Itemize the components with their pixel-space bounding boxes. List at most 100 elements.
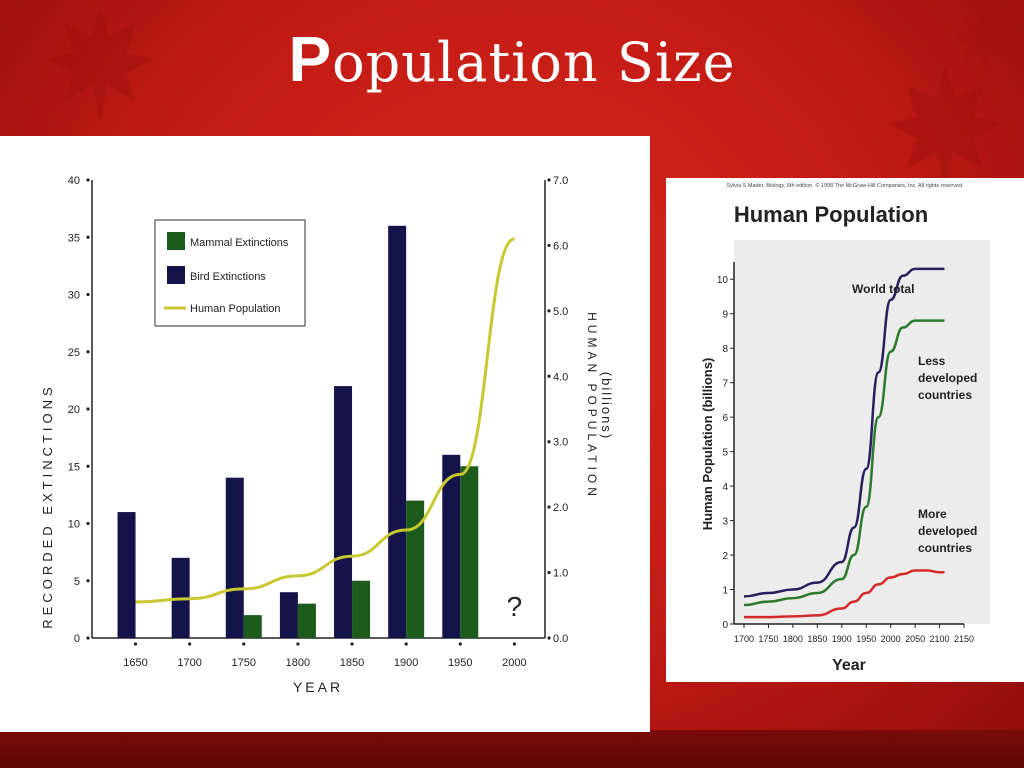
- x-tick-dot: [458, 642, 462, 646]
- series-label-less-developed: Less developed countries: [918, 354, 977, 402]
- y-tick-label: 30: [68, 290, 80, 302]
- bird-extinction-bar: [388, 225, 407, 639]
- y-tick-label: 6: [722, 413, 728, 424]
- right-y-tick-dot: [547, 309, 551, 313]
- right-y-tick-label: 3.0: [553, 437, 568, 449]
- y-tick-label: 0: [74, 633, 80, 645]
- mammal-extinction-bar: [460, 466, 479, 638]
- y-tick-label: 10: [68, 519, 80, 531]
- x-axis-label: YEAR: [293, 679, 343, 695]
- chart-credit: Sylvia S Mader, Biology, 6th edition. © …: [726, 182, 964, 189]
- x-tick-dot: [133, 642, 138, 646]
- right-y-tick-dot: [547, 440, 551, 444]
- less-developed-line1: Less: [918, 354, 946, 368]
- y-tick-label: 5: [722, 448, 728, 459]
- right-y-tick-dot: [547, 570, 551, 575]
- extinctions-chart-panel: 0 5 10 15 20 25 30 35 40 0.0 1.0 2.0 3.0 4.0 5.0 6.0 7.…: [0, 136, 650, 732]
- y-tick-label: 25: [68, 347, 80, 359]
- right-y-tick-label: 4.0: [553, 371, 568, 383]
- right-y-tick-label: 7.0: [553, 175, 568, 187]
- plot-area: [734, 240, 990, 624]
- y-tick-label: 8: [722, 344, 728, 355]
- x-tick-label: 2000: [881, 634, 901, 644]
- more-developed-line2: developed: [918, 524, 977, 538]
- slide-bottom-band: [0, 730, 1024, 768]
- human-population-chart: Sylvia S Mader, Biology, 6th edition. © …: [700, 182, 990, 674]
- x-tick-dot: [296, 642, 300, 646]
- slide-title-initial: P: [288, 23, 333, 95]
- right-y-tick-label: 0.0: [553, 633, 568, 645]
- y-tick-label: 35: [68, 232, 80, 244]
- mammal-extinction-bar: [243, 615, 262, 638]
- x-tick-label: 1900: [394, 657, 418, 669]
- x-tick-label: 1950: [448, 657, 472, 669]
- y-axis-label: RECORDED EXTINCTIONS: [40, 383, 55, 628]
- maple-leaf-icon: [46, 5, 154, 125]
- less-developed-line2: developed: [918, 371, 977, 385]
- x-tick-label: 1850: [807, 634, 827, 644]
- more-developed-line: [744, 569, 945, 619]
- y-tick-dot: [86, 464, 90, 468]
- right-y-tick-dot: [547, 505, 551, 509]
- question-mark: ?: [507, 591, 523, 622]
- x-tick-label: 1650: [123, 657, 147, 669]
- x-tick-dot: [350, 642, 354, 646]
- slide-title: Population Size: [0, 22, 1024, 96]
- x-axis-label: Year: [832, 657, 866, 674]
- mammal-extinction-bar: [406, 500, 425, 638]
- x-tick-label: 1800: [286, 657, 310, 669]
- human-population-line: [135, 237, 515, 604]
- y-tick-dot: [86, 235, 90, 239]
- y-tick-label: 10: [717, 275, 729, 286]
- less-developed-line: [743, 319, 945, 607]
- legend-label-human: Human Population: [190, 303, 281, 315]
- y-tick-label: 0: [722, 620, 728, 631]
- right-y-axis-label: HUMAN POPULATION: [585, 312, 599, 500]
- x-tick-label: 2150: [954, 634, 974, 644]
- y-tick-label: 4: [722, 482, 728, 493]
- y-tick-dot: [86, 350, 90, 354]
- right-y-tick-dot: [547, 178, 551, 182]
- y-tick-label: 20: [68, 404, 80, 416]
- maple-leaf-icon: [887, 66, 1003, 194]
- y-tick-label: 15: [68, 461, 80, 473]
- y-axis-label: Human Population (billions): [700, 358, 715, 531]
- x-tick-label: 1850: [340, 657, 364, 669]
- right-y-tick-dot: [547, 243, 551, 248]
- y-tick-dot: [86, 407, 90, 411]
- more-developed-line3: countries: [918, 541, 972, 555]
- right-y-tick-dot: [547, 636, 551, 640]
- x-tick-label: 1800: [783, 634, 803, 644]
- y-tick-dot: [86, 292, 90, 297]
- y-tick-label: 2: [722, 551, 728, 562]
- bird-extinction-bar: [279, 592, 298, 638]
- y-tick-label: 9: [722, 310, 728, 321]
- y-tick-label: 3: [722, 517, 728, 528]
- y-tick-dot: [86, 521, 90, 526]
- x-tick-label: 1700: [177, 657, 201, 669]
- legend-label-bird: Bird Extinctions: [190, 271, 266, 283]
- maple-leaf-icon: [952, 3, 1018, 77]
- x-tick-label: 1750: [232, 657, 256, 669]
- x-tick-label: 2050: [905, 634, 925, 644]
- x-tick-label: 2000: [502, 657, 526, 669]
- slide-title-rest: opulation Size: [332, 31, 736, 94]
- x-tick-label: 1950: [856, 634, 876, 644]
- right-y-tick-label: 6.0: [553, 240, 568, 252]
- x-tick-label: 1900: [832, 634, 852, 644]
- y-tick-dot: [86, 579, 90, 583]
- x-tick-dot: [512, 642, 517, 646]
- y-tick-label: 1: [722, 586, 728, 597]
- series-label-world-total: World total: [852, 282, 914, 296]
- x-tick-dot: [188, 642, 192, 646]
- y-tick-dot: [86, 178, 90, 182]
- y-tick-label: 5: [74, 576, 80, 588]
- bird-extinction-bar: [442, 454, 461, 638]
- less-developed-line3: countries: [918, 388, 972, 402]
- legend: Mammal Extinctions Bird Extinctions Huma…: [154, 219, 306, 327]
- x-tick-label: 1750: [758, 634, 778, 644]
- mammal-extinction-bar: [297, 603, 316, 638]
- human-population-chart-panel: Sylvia S Mader, Biology, 6th edition. © …: [666, 178, 1024, 682]
- y-tick-dot: [86, 636, 90, 640]
- y-tick-label: 40: [68, 175, 80, 187]
